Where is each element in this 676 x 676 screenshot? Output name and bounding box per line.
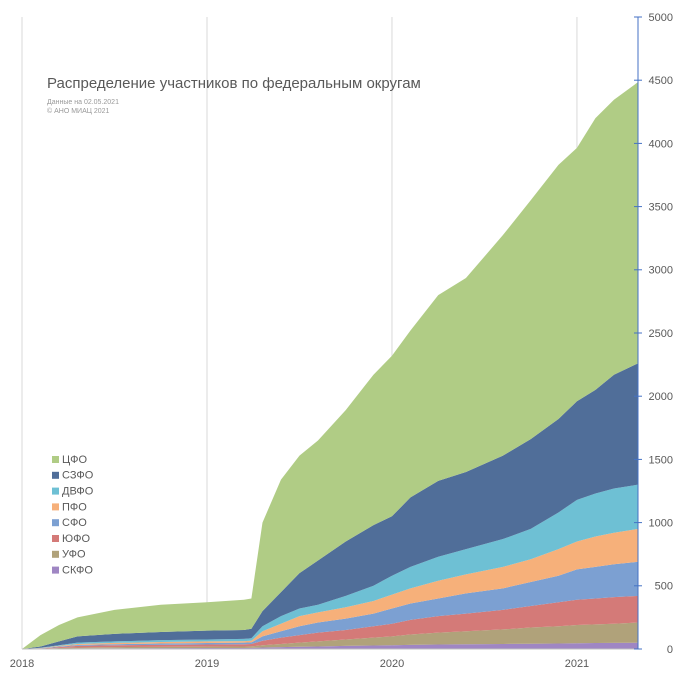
x-tick-label: 2019 — [195, 658, 219, 670]
area — [22, 82, 638, 650]
legend-swatch — [52, 503, 59, 511]
legend-label: СКФО — [62, 565, 93, 577]
y-tick-label: 2000 — [649, 391, 673, 403]
area — [22, 642, 638, 649]
legend-label: ДВФО — [62, 486, 94, 498]
area — [22, 561, 638, 649]
areas — [22, 82, 638, 650]
y-tick-label: 0 — [667, 644, 673, 656]
x-tick-label: 2018 — [10, 658, 34, 670]
legend-label: УФО — [62, 549, 86, 561]
y-tick-label: 500 — [655, 581, 673, 593]
area — [22, 484, 638, 649]
legend-label: ЮФО — [62, 533, 90, 545]
x-tick-label: 2021 — [565, 658, 589, 670]
legend-label: СЗФО — [62, 470, 94, 482]
y-tick-label: 3500 — [649, 202, 673, 214]
legend-swatch — [52, 535, 59, 542]
legend-label: СФО — [62, 517, 87, 529]
legend-label: ЦФО — [62, 454, 88, 466]
y-tick-label: 4000 — [649, 138, 673, 150]
legend-swatch — [52, 456, 59, 463]
y-tick-label: 1000 — [649, 518, 673, 530]
area — [22, 595, 638, 649]
x-tick-label: 2020 — [380, 658, 404, 670]
y-tick-label: 4500 — [649, 75, 673, 87]
legend-swatch — [52, 487, 59, 495]
subtitle: Данные на 02.05.2021 — [47, 99, 119, 106]
area — [22, 363, 638, 649]
area — [22, 622, 638, 649]
subtitle: © АНО МИАЦ 2021 — [47, 107, 110, 115]
legend-swatch — [52, 471, 59, 479]
axes: 2018 2019 2020 2021 0 500 1000 1500 2000 2500 3000… — [10, 12, 673, 670]
y-tick-label: 2500 — [649, 328, 673, 340]
legend-label: ПФО — [62, 501, 87, 513]
legend: СКФО УФО ЮФО СФО ПФО ДВФО СЗФО ЦФО — [52, 454, 94, 577]
chart-title: Распределение участников по федеральным … — [47, 75, 421, 92]
y-tick-label: 3000 — [649, 265, 673, 277]
legend-swatch — [52, 519, 59, 527]
legend-swatch — [52, 550, 59, 558]
legend-swatch — [52, 566, 59, 574]
y-tick-label: 5000 — [649, 12, 673, 24]
y-tick-label: 1500 — [649, 454, 673, 466]
